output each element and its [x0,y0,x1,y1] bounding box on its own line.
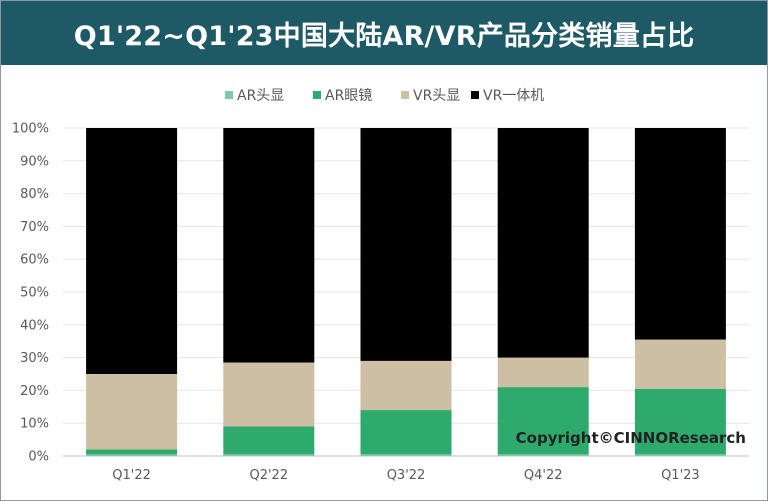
title-bar: Q1'22~Q1'23中国大陆AR/VR产品分类销量占比 [1,1,767,65]
x-tick-label: Q3'22 [387,468,426,483]
bar-segment [497,357,589,388]
bars [86,128,726,456]
y-tick-label: 80% [20,187,49,202]
chart-title: Q1'22~Q1'23中国大陆AR/VR产品分类销量占比 [73,20,695,52]
bar-segment [86,374,178,450]
y-tick-label: 100% [12,122,49,137]
y-tick-label: 50% [20,286,49,301]
bar-segment [634,454,726,456]
bar-segment [360,454,452,456]
legend-label: AR头显 [237,88,284,104]
y-tick-label: 0% [28,450,49,465]
legend-label: AR眼镜 [325,88,372,104]
bar-segment [634,128,726,340]
y-tick-label: 40% [20,318,49,333]
y-tick-label: 20% [20,384,49,399]
bar-segment [223,426,315,455]
bar-segment [86,128,178,374]
chart-svg: AR头显 AR眼镜 VR头显 VR一体机 0% 10% 20% 30% 40% 50% 60% 70… [12,88,749,483]
y-tick-label: 70% [20,220,49,235]
bar-segment [634,388,726,455]
legend-swatch [313,91,321,99]
y-tick-label: 10% [20,417,49,432]
x-tick-label: Q2'22 [249,468,288,483]
bar-segment [497,387,589,455]
legend-swatch [401,91,409,99]
copyright-watermark: Copyright©CINNOResearch [516,429,746,447]
x-axis-ticks: Q1'22 Q2'22 Q3'22 Q4'22 Q1'23 [112,468,699,483]
legend-label: VR头显 [413,88,460,104]
x-tick-label: Q4'22 [524,468,563,483]
legend: AR头显 AR眼镜 VR头显 VR一体机 [225,88,544,104]
bar-segment [360,128,452,361]
x-tick-label: Q1'22 [112,468,151,483]
legend-swatch [225,91,233,99]
bar-segment [360,360,452,411]
bar-segment [497,454,589,456]
legend-label: VR一体机 [483,88,544,104]
bar-segment [223,454,315,456]
bar-segment [86,454,178,456]
y-tick-label: 60% [20,253,49,268]
x-tick-label: Q1'23 [661,468,700,483]
bar-segment [223,128,315,363]
bar-segment [634,339,726,389]
legend-swatch [471,91,479,99]
y-tick-label: 30% [20,351,49,366]
bar-segment [86,449,178,455]
y-axis-ticks: 0% 10% 20% 30% 40% 50% 60% 70% 80% 90% 100% [12,122,49,465]
y-tick-label: 90% [20,154,49,169]
bar-segment [223,362,315,427]
bar-segment [497,128,589,358]
bar-segment [360,410,452,455]
